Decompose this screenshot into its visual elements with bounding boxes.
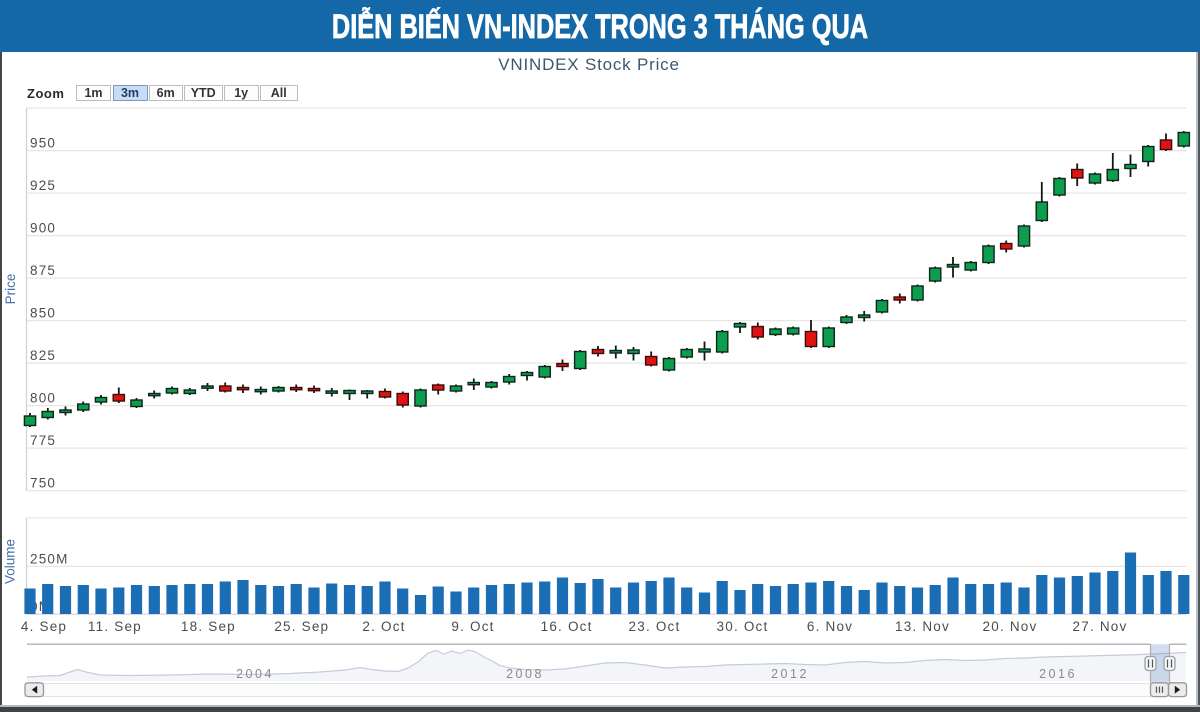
svg-text:750: 750 [30,476,56,491]
svg-text:20. Nov: 20. Nov [983,619,1038,634]
svg-text:2012: 2012 [771,667,809,681]
svg-text:30. Oct: 30. Oct [717,619,769,634]
svg-text:13. Nov: 13. Nov [895,619,950,634]
svg-text:11. Sep: 11. Sep [88,619,142,634]
svg-text:6. Nov: 6. Nov [807,619,853,634]
svg-text:18. Sep: 18. Sep [181,619,236,634]
svg-text:2008: 2008 [506,667,544,681]
svg-text:2004: 2004 [236,667,274,681]
svg-text:23. Oct: 23. Oct [629,619,681,634]
svg-text:875: 875 [30,263,56,278]
svg-text:900: 900 [30,221,56,236]
svg-text:800: 800 [30,391,56,406]
svg-text:250M: 250M [30,551,69,566]
svg-text:4. Sep: 4. Sep [21,619,67,634]
svg-text:25. Sep: 25. Sep [274,619,329,634]
svg-text:2. Oct: 2. Oct [362,619,405,634]
svg-text:9. Oct: 9. Oct [451,619,494,634]
svg-text:27. Nov: 27. Nov [1073,619,1128,634]
svg-text:Price: Price [3,274,18,305]
svg-text:16. Oct: 16. Oct [541,619,593,634]
svg-text:925: 925 [30,178,56,193]
svg-text:2016: 2016 [1039,667,1077,681]
svg-text:Volume: Volume [3,539,18,584]
svg-text:950: 950 [30,136,56,151]
svg-text:850: 850 [30,306,56,321]
svg-text:775: 775 [30,433,56,448]
svg-text:825: 825 [30,348,56,363]
